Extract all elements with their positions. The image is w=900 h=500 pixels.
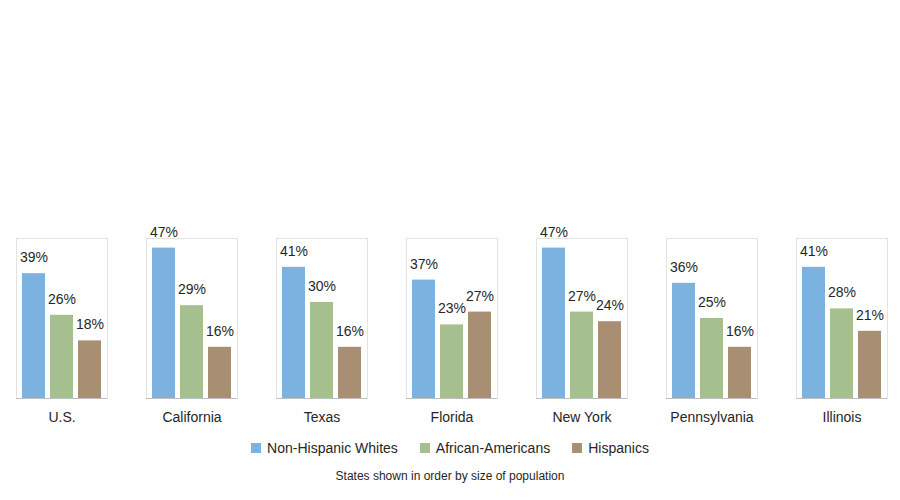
svg-text:41%: 41% [800,243,828,259]
svg-text:California: California [162,409,221,425]
svg-text:27%: 27% [568,288,596,304]
html-text:African-Americans: African-Americans [435,440,551,456]
svg-text:25%: 25% [698,294,726,310]
svg-text:37%: 37% [410,256,438,272]
html-text:Non-Hispanic Whites: Non-Hispanic Whites [267,440,398,456]
svg-text:30%: 30% [308,278,336,294]
svg-text:Illinois: Illinois [823,409,862,425]
svg-text:Texas: Texas [304,409,341,425]
svg-text:Florida: Florida [431,409,474,425]
svg-text:36%: 36% [670,259,698,275]
svg-text:New York: New York [552,409,612,425]
svg-text:18%: 18% [76,316,104,332]
svg-text:Pennsylvania: Pennsylvania [670,409,753,425]
svg-text:29%: 29% [178,281,206,297]
svg-text:16%: 16% [336,323,364,339]
svg-text:16%: 16% [726,323,754,339]
svg-text:U.S.: U.S. [48,409,75,425]
svg-text:47%: 47% [540,224,568,240]
svg-text:26%: 26% [48,291,76,307]
html-text:Hispanics: Hispanics [588,440,649,456]
svg-text:39%: 39% [20,249,48,265]
svg-text:21%: 21% [856,307,884,323]
svg-text:27%: 27% [466,288,494,304]
svg-text:23%: 23% [438,300,466,316]
svg-text:41%: 41% [280,243,308,259]
svg-text:47%: 47% [150,224,178,240]
svg-text:24%: 24% [596,297,624,313]
html-text:States shown in order by size: States shown in order by size of populat… [335,469,565,483]
svg-text:28%: 28% [828,284,856,300]
svg-text:16%: 16% [206,323,234,339]
